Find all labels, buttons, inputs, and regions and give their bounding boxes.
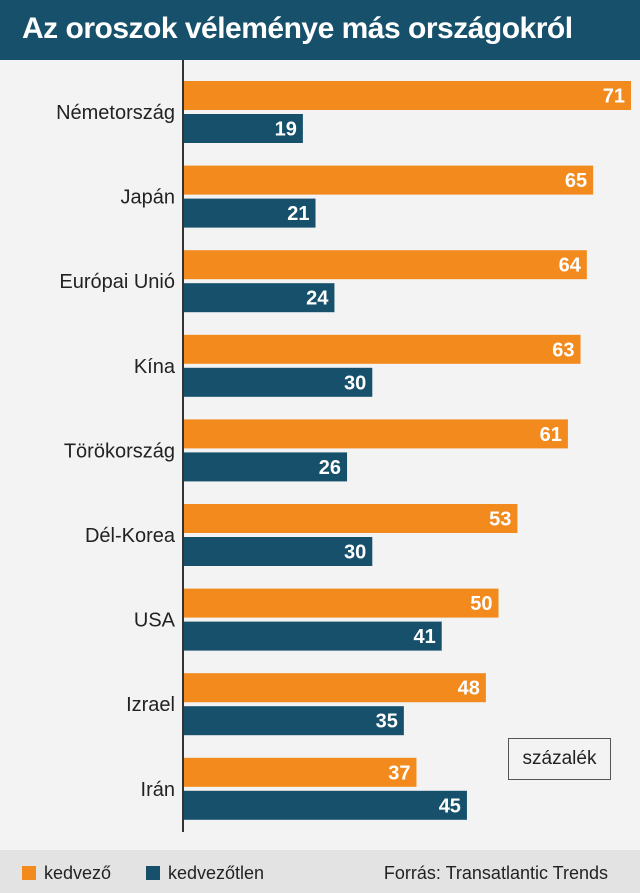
value-label-favorable-iran: 37 — [388, 762, 410, 784]
bar-favorable-europai-unio — [183, 250, 587, 280]
category-label-nemetorszag: Németország — [56, 102, 175, 124]
title-bar: Az oroszok véleménye más országokról — [0, 0, 640, 60]
value-label-favorable-izrael: 48 — [458, 678, 480, 700]
bar-unfavorable-japan — [183, 198, 316, 228]
value-label-unfavorable-izrael: 35 — [376, 711, 398, 733]
bar-unfavorable-del-korea — [183, 537, 373, 566]
category-label-torokorszag: Törökország — [64, 440, 175, 462]
bar-unfavorable-europai-unio — [183, 283, 335, 313]
plot-area: Németország 71 19 Japán 65 21 Európai Unió 64 24… — [0, 60, 640, 850]
value-label-favorable-japan: 65 — [565, 170, 587, 192]
legend-swatch-favorable — [22, 866, 36, 880]
value-label-favorable-kina: 63 — [552, 339, 574, 361]
bar-favorable-iran — [183, 757, 417, 787]
bar-unfavorable-torokorszag — [183, 452, 348, 482]
bar-unfavorable-usa — [183, 621, 442, 651]
chart-title: Az oroszok véleménye más országokról — [22, 12, 573, 45]
unit-label: százalék — [508, 738, 611, 780]
bar-favorable-torokorszag — [183, 419, 568, 449]
bar-favorable-kina — [183, 334, 581, 364]
value-label-favorable-nemetorszag: 71 — [603, 86, 625, 108]
value-label-favorable-europai-unio: 64 — [559, 255, 582, 277]
category-label-kina: Kína — [134, 356, 176, 378]
legend-label-favorable: kedvező — [44, 863, 112, 883]
value-label-favorable-del-korea: 53 — [489, 509, 511, 531]
category-label-usa: USA — [134, 610, 176, 632]
category-label-del-korea: Dél-Korea — [85, 525, 176, 547]
bar-unfavorable-iran — [183, 790, 467, 820]
value-label-unfavorable-del-korea: 30 — [344, 542, 366, 564]
bar-favorable-japan — [183, 165, 594, 195]
category-label-iran: Irán — [141, 779, 175, 801]
value-label-unfavorable-torokorszag: 26 — [319, 457, 341, 479]
bar-unfavorable-izrael — [183, 706, 404, 736]
value-label-unfavorable-usa: 41 — [413, 626, 435, 648]
value-label-favorable-usa: 50 — [470, 593, 492, 615]
bar-favorable-nemetorszag — [183, 81, 631, 110]
value-label-unfavorable-kina: 30 — [344, 372, 366, 394]
bar-favorable-usa — [183, 588, 499, 618]
footer: kedvező kedvezőtlen Forrás: Transatlanti… — [0, 850, 640, 893]
legend-swatch-unfavorable — [146, 866, 160, 880]
bar-favorable-izrael — [183, 673, 486, 703]
value-label-unfavorable-japan: 21 — [287, 203, 309, 225]
bar-chart: Németország 71 19 Japán 65 21 Európai Unió 64 24… — [56, 60, 631, 832]
value-label-favorable-torokorszag: 61 — [540, 424, 562, 446]
bar-unfavorable-kina — [183, 367, 373, 397]
category-label-japan: Japán — [121, 187, 176, 209]
category-label-europai-unio: Európai Unió — [59, 271, 175, 293]
value-label-unfavorable-nemetorszag: 19 — [275, 119, 297, 141]
bar-favorable-del-korea — [183, 504, 518, 533]
category-label-izrael: Izrael — [126, 694, 175, 716]
value-label-unfavorable-europai-unio: 24 — [306, 288, 329, 310]
source-note: Forrás: Transatlantic Trends — [383, 863, 608, 883]
legend-label-unfavorable: kedvezőtlen — [168, 863, 265, 883]
bar-unfavorable-nemetorszag — [183, 114, 303, 143]
value-label-unfavorable-iran: 45 — [439, 795, 461, 817]
